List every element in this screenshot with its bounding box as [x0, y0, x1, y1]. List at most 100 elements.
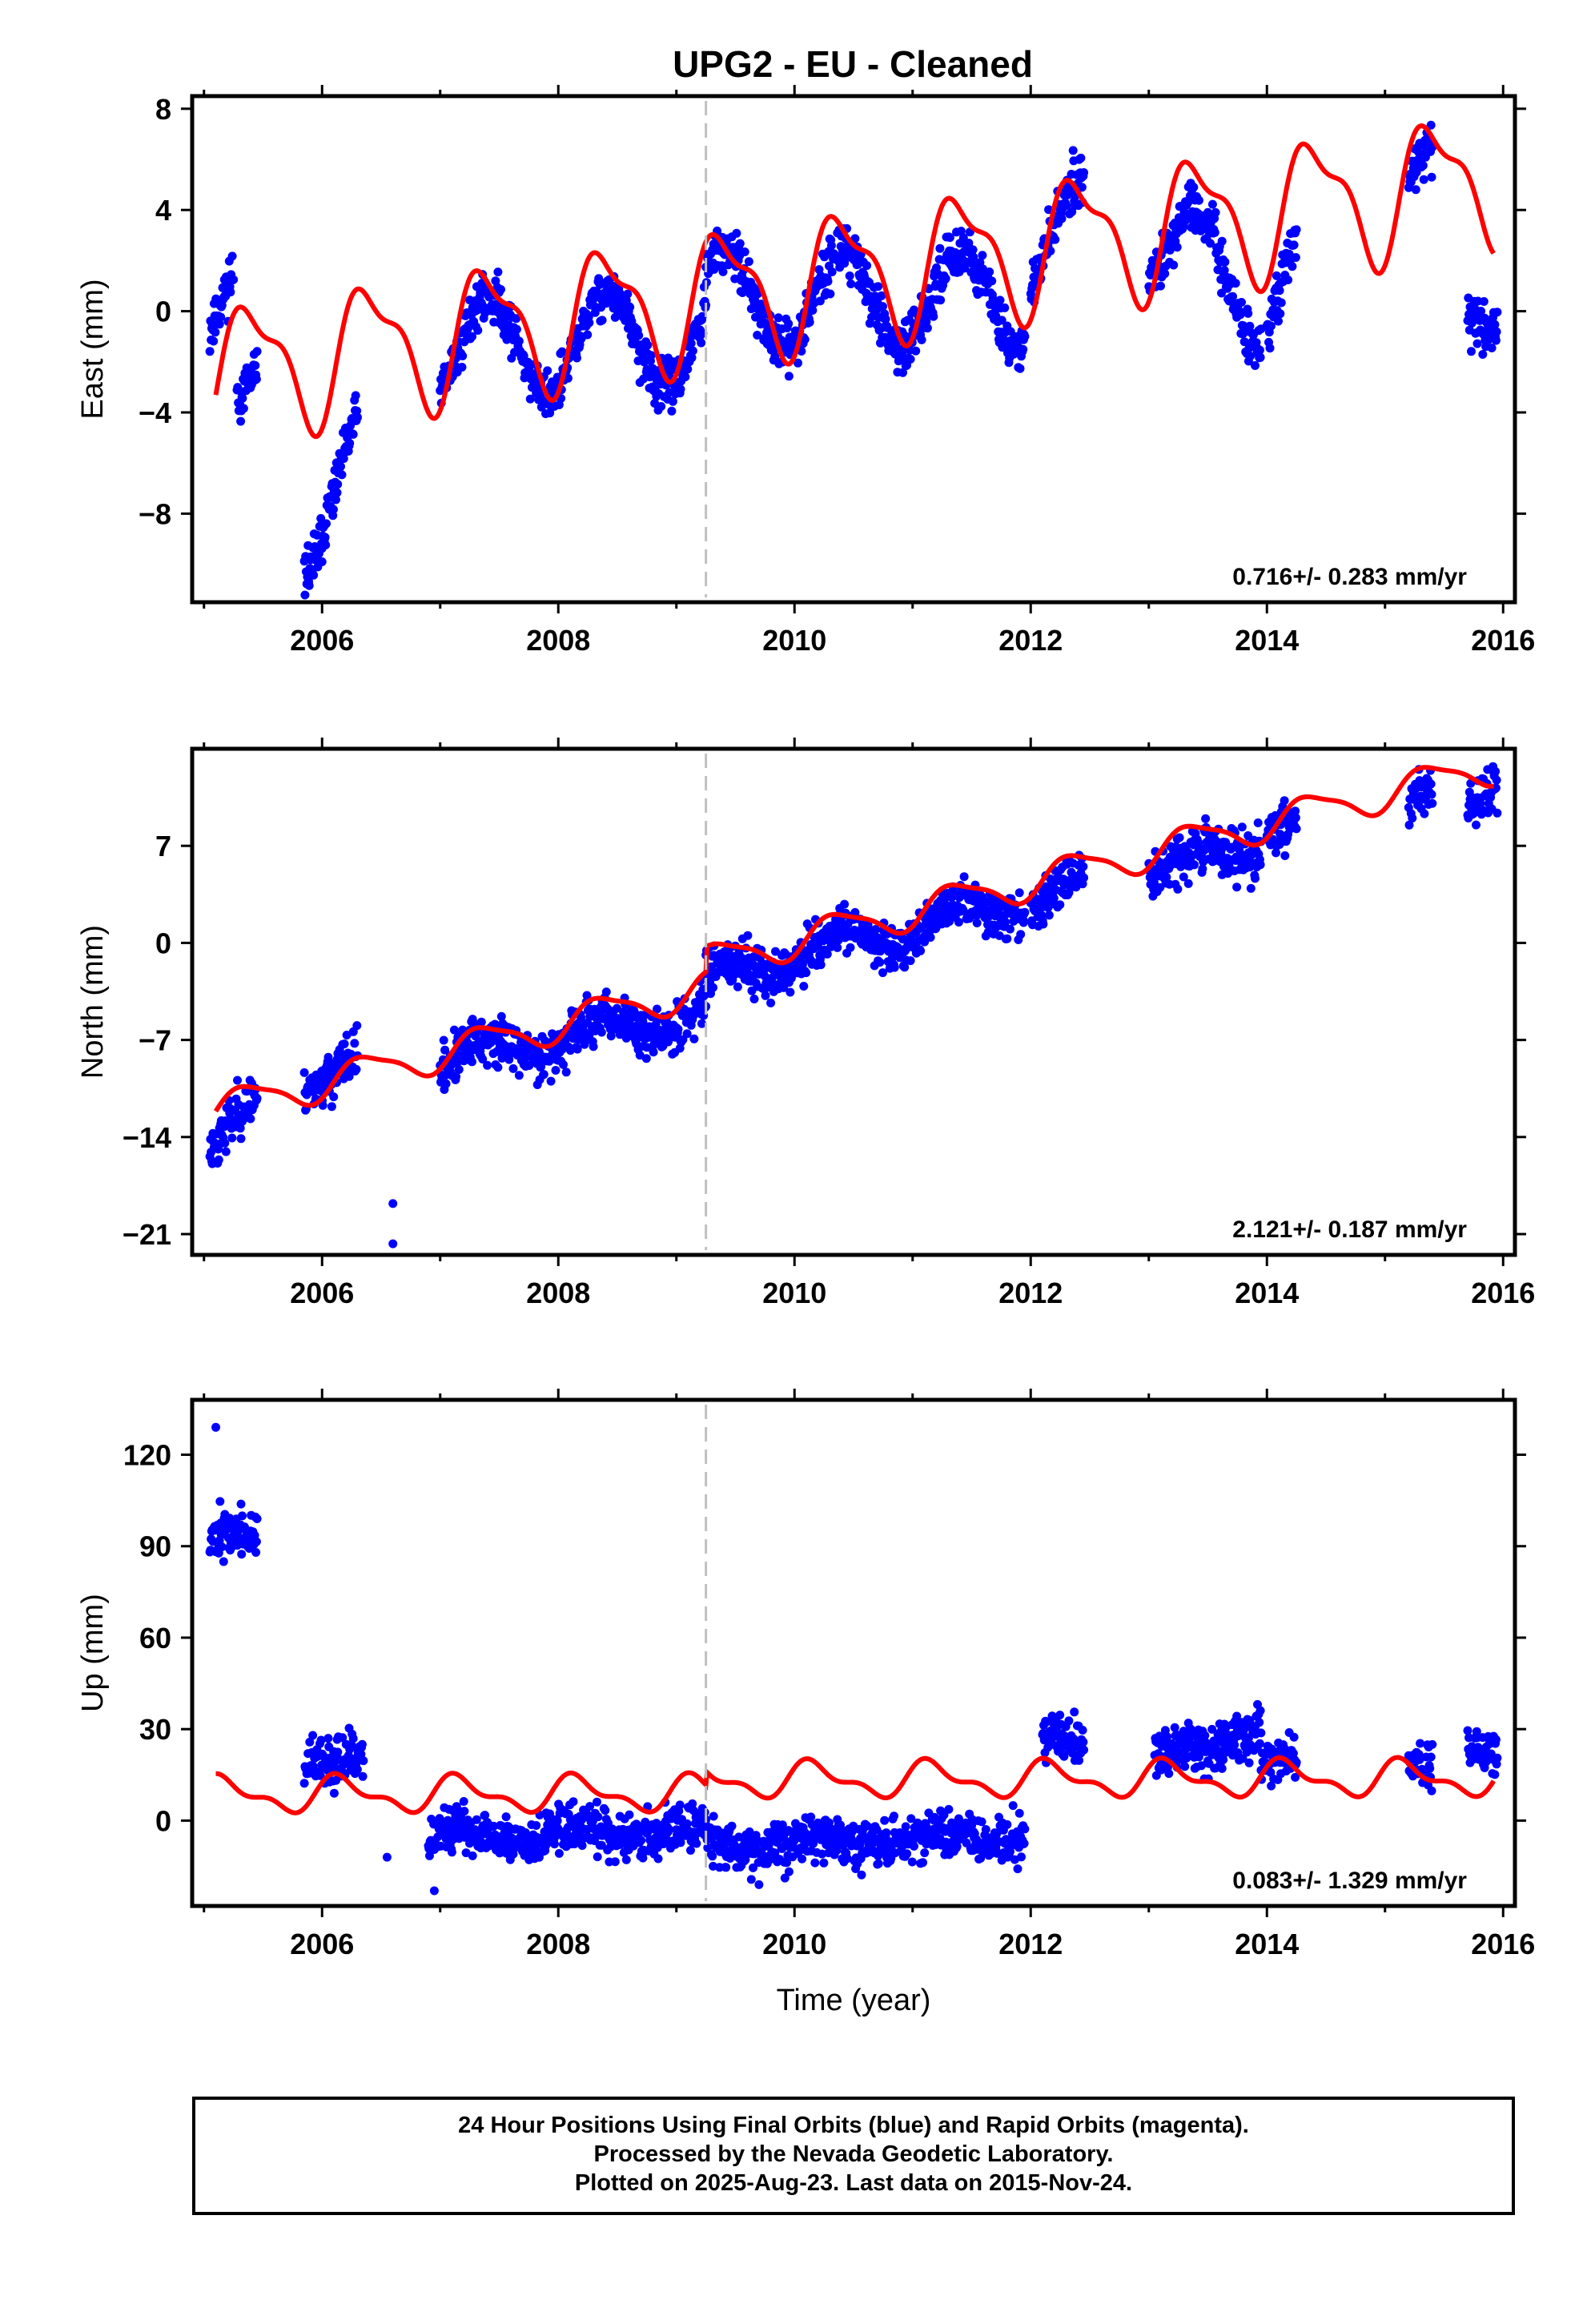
- data-point: [492, 300, 501, 309]
- north-y-axis-label: North (mm): [76, 925, 110, 1079]
- data-point: [918, 1858, 927, 1868]
- data-point: [806, 1812, 816, 1822]
- data-point: [1002, 934, 1012, 943]
- data-point: [323, 1734, 333, 1743]
- data-point: [468, 332, 476, 341]
- data-point: [1253, 818, 1263, 827]
- data-point: [493, 1063, 503, 1072]
- data-point: [1064, 1716, 1074, 1726]
- data-point: [898, 368, 907, 377]
- data-point: [1467, 347, 1476, 356]
- data-point: [929, 312, 938, 321]
- data-point: [1068, 146, 1078, 155]
- data-point: [692, 1839, 701, 1848]
- data-point: [770, 352, 780, 361]
- x-tick-label: 2008: [526, 1928, 590, 1960]
- data-point: [1194, 195, 1203, 205]
- data-point: [1039, 919, 1048, 929]
- data-point: [1190, 860, 1199, 870]
- data-point: [519, 352, 528, 360]
- data-point: [1251, 874, 1260, 883]
- data-point: [1070, 1707, 1079, 1717]
- data-point: [512, 324, 521, 334]
- data-point: [329, 505, 338, 514]
- data-point: [352, 406, 362, 416]
- data-point: [1288, 262, 1297, 271]
- data-point: [1425, 1763, 1435, 1773]
- data-point: [239, 404, 248, 413]
- data-point: [557, 347, 567, 356]
- data-point: [875, 958, 885, 967]
- data-point: [718, 267, 728, 276]
- up-model-curve: [215, 1755, 1496, 1815]
- footer-line-1: 24 Hour Positions Using Final Orbits (bl…: [458, 2113, 1249, 2138]
- data-point: [251, 375, 261, 384]
- data-point: [299, 1068, 309, 1077]
- data-point: [1020, 332, 1030, 341]
- data-point: [236, 416, 246, 426]
- data-point: [874, 282, 883, 292]
- data-point: [846, 279, 856, 288]
- data-point: [819, 1858, 829, 1868]
- x-tick-label: 2014: [1235, 624, 1299, 657]
- data-point: [332, 488, 342, 497]
- data-point: [331, 495, 340, 505]
- data-point: [252, 1514, 262, 1523]
- data-point: [348, 429, 358, 439]
- up-data-points: [205, 1422, 1502, 1896]
- data-point: [238, 1511, 247, 1521]
- y-tick-label: 30: [139, 1713, 171, 1746]
- up-rate-label: 0.083+/- 1.329 mm/yr: [1232, 1868, 1467, 1894]
- data-point: [1419, 175, 1428, 184]
- data-point: [901, 1822, 910, 1831]
- data-point: [1251, 361, 1260, 370]
- data-point: [793, 358, 802, 368]
- data-point: [441, 1079, 451, 1088]
- data-point: [1275, 286, 1284, 296]
- data-point: [236, 1499, 246, 1509]
- data-point: [697, 312, 707, 321]
- east-y-axis-label: East (mm): [76, 279, 110, 419]
- data-point: [1289, 240, 1299, 250]
- data-point: [761, 991, 770, 1000]
- data-point: [898, 346, 908, 356]
- data-point: [468, 1851, 477, 1860]
- data-point: [543, 366, 552, 376]
- data-point: [227, 251, 237, 261]
- data-point: [333, 1747, 343, 1757]
- data-point: [1230, 1740, 1239, 1750]
- x-tick-label: 2012: [998, 1928, 1063, 1960]
- data-point: [1492, 775, 1501, 785]
- data-point: [1237, 822, 1247, 832]
- footer-note-box: 24 Hour Positions Using Final Orbits (bl…: [192, 2097, 1515, 2215]
- data-point: [329, 1788, 339, 1798]
- data-point: [784, 372, 793, 381]
- data-point: [252, 347, 262, 356]
- data-point: [907, 1857, 917, 1867]
- data-point: [1289, 1732, 1299, 1742]
- data-point: [1426, 779, 1436, 789]
- data-point: [766, 998, 776, 1007]
- data-point: [978, 251, 987, 260]
- data-point: [238, 393, 247, 403]
- data-point: [320, 533, 330, 542]
- data-point: [1020, 1824, 1030, 1834]
- data-point: [352, 1765, 362, 1774]
- data-point: [935, 243, 945, 253]
- data-point: [215, 1497, 225, 1506]
- data-point: [1079, 1737, 1088, 1747]
- data-point: [327, 1102, 336, 1112]
- data-point: [610, 312, 620, 322]
- data-point: [625, 303, 635, 312]
- data-point: [1207, 199, 1217, 209]
- east-axes-frame: [190, 94, 1517, 605]
- data-point: [977, 1817, 986, 1827]
- data-point: [214, 1155, 223, 1164]
- data-point: [846, 943, 855, 952]
- data-point: [816, 960, 826, 970]
- data-point: [862, 261, 872, 271]
- east-rate-label: 0.716+/- 0.283 mm/yr: [1232, 564, 1467, 590]
- data-point: [800, 335, 810, 344]
- data-point: [721, 1863, 731, 1872]
- data-point: [1420, 809, 1429, 818]
